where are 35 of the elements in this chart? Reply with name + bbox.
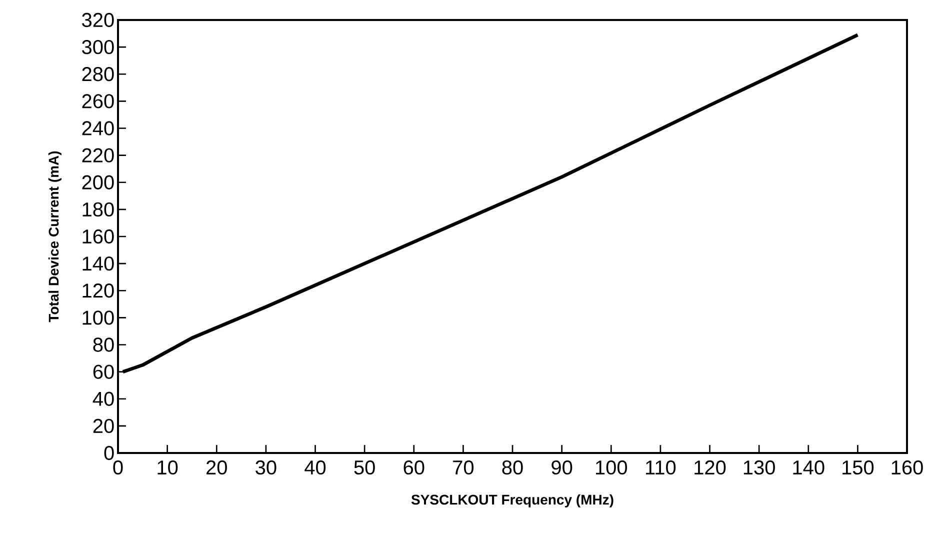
- x-tick-label: 20: [206, 460, 227, 475]
- x-tick-label: 140: [793, 460, 824, 475]
- y-tick-label: 200: [82, 175, 114, 190]
- y-tick-label: 160: [82, 229, 114, 244]
- x-tick-label: 70: [453, 460, 474, 475]
- x-tick-label: 130: [744, 460, 775, 475]
- x-tick-label: 120: [694, 460, 726, 475]
- y-tick-label: 140: [82, 256, 114, 271]
- x-tick-label: 110: [646, 460, 676, 475]
- x-tick-label: 10: [158, 460, 178, 475]
- x-tick-label: 40: [304, 460, 326, 475]
- y-tick-label: 100: [82, 310, 114, 325]
- x-tick-label: 80: [502, 460, 523, 475]
- y-tick-label: 60: [93, 364, 114, 379]
- x-axis-title: SYSCLKOUT Frequency (MHz): [411, 494, 614, 508]
- y-tick-label: 20: [93, 418, 114, 434]
- x-tick-label: 100: [596, 460, 628, 475]
- y-tick-label: 240: [82, 121, 114, 136]
- x-tick-label: 50: [354, 460, 375, 475]
- y-tick-label: 300: [82, 40, 114, 54]
- x-tick-label: 90: [552, 460, 572, 475]
- x-tick-label: 30: [256, 460, 276, 475]
- x-tick-label: 160: [892, 460, 923, 475]
- y-tick-label: 40: [92, 392, 114, 406]
- y-tick-label: 320: [82, 12, 114, 28]
- y-axis-title: Total Device Current (mA): [48, 151, 62, 322]
- x-tick-label: 150: [842, 460, 874, 475]
- y-tick-label: 220: [82, 148, 114, 162]
- x-tick-label: 60: [404, 460, 424, 475]
- y-tick-label: 120: [82, 284, 114, 298]
- y-tick-label: 80: [93, 338, 114, 352]
- y-tick-label: 0: [104, 446, 114, 460]
- y-tick-label: 260: [82, 94, 114, 108]
- y-tick-label: 180: [82, 202, 114, 217]
- y-tick-label: 280: [82, 67, 114, 82]
